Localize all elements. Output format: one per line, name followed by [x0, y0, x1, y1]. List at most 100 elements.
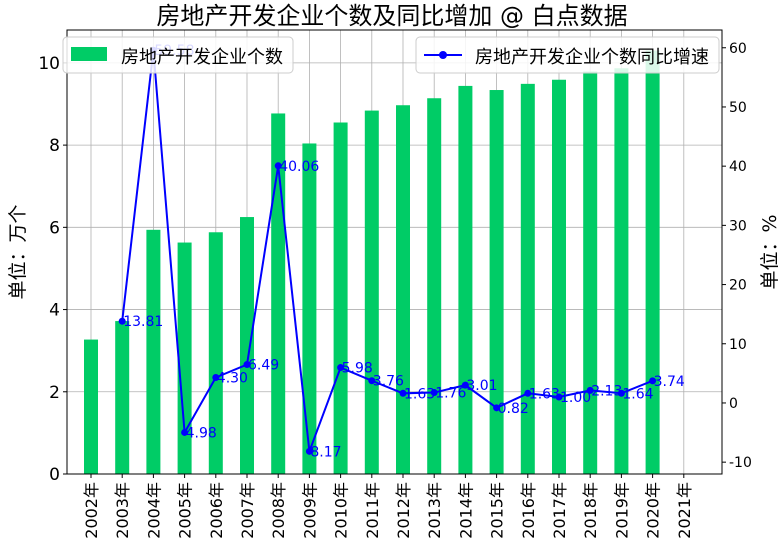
line-point [524, 389, 532, 397]
bar [458, 85, 473, 475]
line-point [243, 361, 251, 369]
bar [208, 232, 223, 474]
bar [115, 321, 130, 474]
line-point [181, 428, 189, 436]
y-right-tick-label: -10 [729, 455, 752, 471]
bar [552, 79, 566, 474]
x-tick-label: 2005年 [176, 482, 195, 539]
data-label: 4.98 [186, 425, 217, 441]
x-tick-label: 2011年 [363, 482, 382, 539]
y-right-tick-label: 60 [729, 41, 747, 57]
legend-line: 房地产开发企业个数同比增速 [415, 36, 720, 74]
data-label: 1.63 [404, 386, 435, 402]
data-label: 1.00 [560, 390, 591, 406]
line-point [368, 377, 376, 385]
y-axis-right-label: 单位：% [759, 214, 781, 289]
line-point [649, 377, 657, 385]
data-label: 1.63 [529, 386, 560, 402]
line-point [274, 162, 282, 170]
y-right-tick-label: 30 [729, 218, 747, 234]
legend-bar: 房地产开发企业个数 [62, 36, 294, 74]
y-left-tick-label: 8 [49, 136, 60, 156]
y-right-tick-label: 20 [729, 278, 747, 294]
x-tick-label: 2019年 [612, 482, 631, 539]
x-tick-label: 2003年 [113, 482, 132, 539]
x-tick-label: 2007年 [238, 482, 257, 539]
data-label: 3.76 [373, 374, 404, 390]
y-left-tick-label: 10 [38, 54, 60, 74]
data-label: 2.13 [591, 383, 622, 399]
legend-bar-label: 房地产开发企业个数 [121, 47, 283, 68]
x-tick-label: 2018年 [581, 482, 600, 539]
line-point [212, 374, 220, 382]
bar [520, 83, 535, 474]
y-right-tick-label: 0 [729, 396, 738, 412]
y-left-tick-label: 0 [49, 465, 60, 485]
x-tick-label: 2009年 [300, 482, 319, 539]
legend-line-label: 房地产开发企业个数同比增速 [475, 47, 709, 68]
x-tick-label: 2016年 [519, 482, 538, 539]
y-right-tick-label: 10 [729, 337, 747, 353]
bar [302, 143, 317, 474]
legend-line-marker [439, 51, 447, 59]
data-label: 6.49 [248, 358, 279, 374]
data-label: 1.76 [435, 386, 466, 402]
chart-title: 房地产开发企业个数及同比增加 @ 白点数据 [156, 2, 627, 30]
y-left-tick-label: 6 [49, 218, 60, 238]
line-point [399, 389, 407, 397]
line-point [337, 364, 345, 372]
y-axis-left-label: 单位：万个 [7, 204, 29, 299]
x-tick-label: 2017年 [550, 482, 569, 539]
data-label: 40.06 [279, 159, 319, 175]
line-point [461, 381, 469, 389]
line-point [118, 317, 126, 325]
line-point [586, 386, 594, 394]
line-point [555, 393, 563, 401]
legend-bar-swatch [71, 47, 107, 61]
line-point [305, 447, 313, 455]
axes-layer: 2002年 2003年 2004年 2005年 2006年 2007年 2008年 2009年… [38, 41, 752, 539]
legend-line-frame [415, 36, 720, 74]
data-label: 8.17 [310, 444, 341, 460]
x-tick-label: 2021年 [675, 482, 694, 539]
bar [396, 105, 410, 474]
bar [240, 217, 254, 475]
data-label: 1.64 [622, 386, 653, 402]
x-tick-label: 2008年 [269, 482, 288, 539]
y-left-tick-label: 2 [49, 383, 60, 403]
y-right-tick-label: 40 [729, 159, 747, 175]
bar [364, 110, 379, 475]
bar [146, 229, 161, 474]
legend-bar-frame [62, 36, 294, 74]
bar [333, 122, 348, 474]
line-point [617, 389, 625, 397]
data-label: 3.01 [466, 378, 497, 394]
x-tick-label: 2012年 [394, 482, 413, 539]
growth-line [121, 50, 653, 452]
data-label: 3.74 [654, 374, 685, 390]
bar [614, 68, 629, 474]
bars-layer [84, 50, 660, 475]
bar [177, 242, 192, 474]
y-right-tick-label: 50 [729, 100, 747, 116]
data-label: 13.81 [123, 314, 163, 330]
x-tick-label: 2020年 [644, 482, 663, 539]
bar [427, 98, 442, 474]
x-tick-label: 2010年 [332, 482, 351, 539]
data-label: 4.30 [217, 371, 248, 387]
line-point [430, 389, 438, 397]
x-tick-label: 2002年 [82, 482, 101, 539]
bar [489, 90, 504, 475]
x-tick-label: 2014年 [456, 482, 475, 539]
x-tick-label: 2013年 [425, 482, 444, 539]
data-label: 5.98 [342, 361, 373, 377]
data-label: 0.82 [498, 401, 529, 417]
x-tick-label: 2004年 [144, 482, 163, 539]
bar [84, 339, 98, 474]
plot-frame [66, 29, 723, 475]
bar [645, 50, 660, 475]
y-left-tick-label: 4 [49, 301, 60, 321]
bar [583, 71, 598, 475]
